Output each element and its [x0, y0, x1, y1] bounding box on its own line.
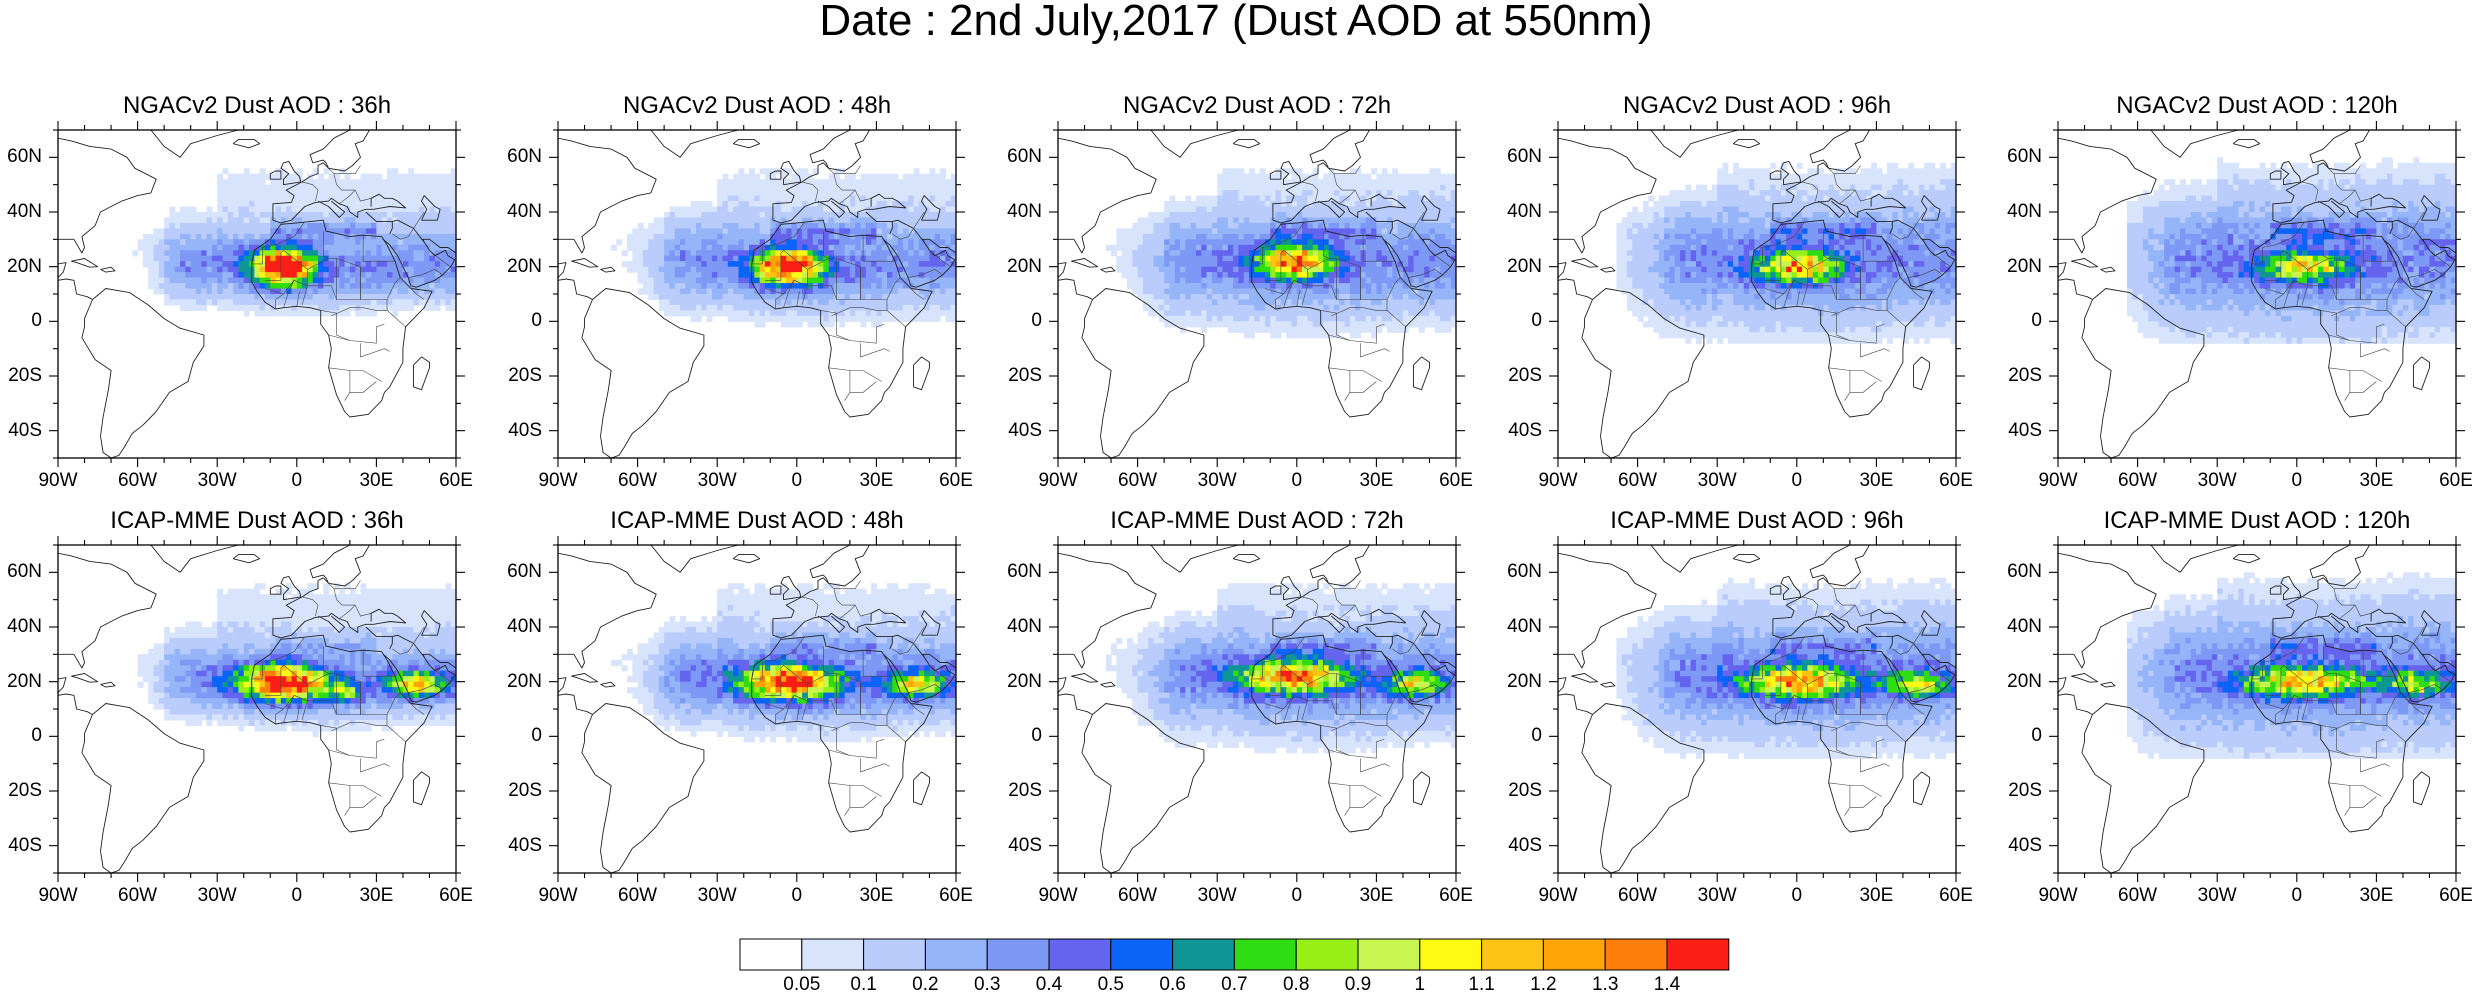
- colorbar-swatch: [1605, 939, 1667, 970]
- colorbar-swatch: [1234, 939, 1296, 970]
- colorbar-tick-label: 0.9: [1328, 974, 1388, 996]
- colorbar-tick-label: 1.4: [1637, 974, 1697, 996]
- colorbar-swatch: [1173, 939, 1235, 970]
- colorbar-swatch: [987, 939, 1049, 970]
- colorbar-swatch: [1296, 939, 1358, 970]
- colorbar-tick-label: 0.7: [1204, 974, 1264, 996]
- colorbar-tick-label: 0.6: [1143, 974, 1203, 996]
- colorbar-swatch: [925, 939, 987, 970]
- colorbar-tick-label: 0.4: [1019, 974, 1079, 996]
- colorbar-tick-label: 0.1: [834, 974, 894, 996]
- colorbar-tick-label: 1: [1390, 974, 1450, 996]
- colorbar-swatch: [1420, 939, 1482, 970]
- colorbar-swatch: [1667, 939, 1729, 970]
- colorbar-tick-label: 0.2: [895, 974, 955, 996]
- colorbar-swatch: [1358, 939, 1420, 970]
- colorbar-tick-label: 0.05: [772, 974, 832, 996]
- colorbar-swatch: [740, 939, 802, 970]
- colorbar-swatch: [1482, 939, 1544, 970]
- colorbar-tick-label: 1.3: [1575, 974, 1635, 996]
- colorbar-tick-label: 1.2: [1513, 974, 1573, 996]
- colorbar-tick-label: 0.3: [957, 974, 1017, 996]
- colorbar-tick-label: 0.8: [1266, 974, 1326, 996]
- colorbar-swatch: [1111, 939, 1173, 970]
- colorbar-swatch: [1049, 939, 1111, 970]
- colorbar-tick-label: 1.1: [1452, 974, 1512, 996]
- colorbar-swatch: [864, 939, 926, 970]
- colorbar-tick-label: 0.5: [1081, 974, 1141, 996]
- colorbar-swatch: [802, 939, 864, 970]
- colorbar-swatch: [1543, 939, 1605, 970]
